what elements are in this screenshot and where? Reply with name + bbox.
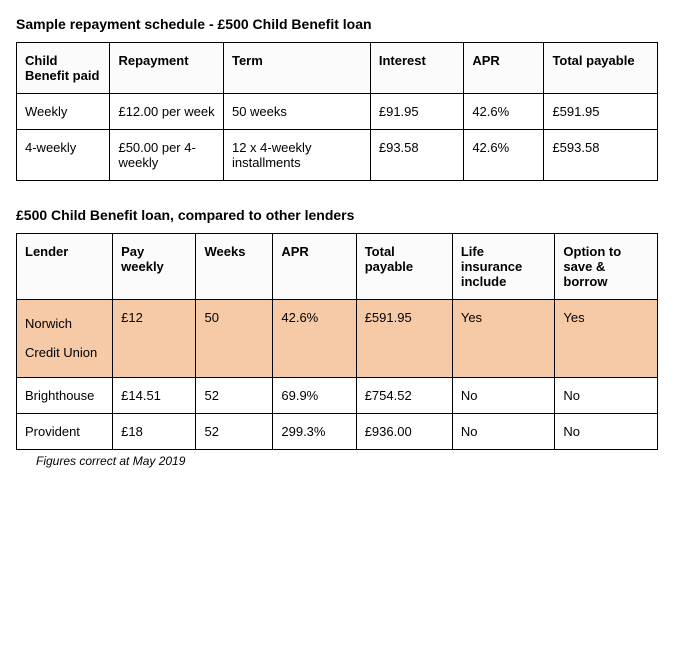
cell: 12 x 4-weekly installments [223,130,370,181]
col-header: APR [464,43,544,94]
cell: £12.00 per week [110,94,224,130]
cell: 42.6% [464,94,544,130]
table-row: Brighthouse £14.51 52 69.9% £754.52 No N… [17,378,658,414]
col-header: Interest [370,43,463,94]
col-header: Pay weekly [113,234,196,300]
repayment-schedule-table: Child Benefit paid Repayment Term Intere… [16,42,658,181]
col-header: APR [273,234,356,300]
col-header: Option to save & borrow [555,234,658,300]
col-header: Weeks [196,234,273,300]
cell: No [452,378,555,414]
col-header: Total payable [356,234,452,300]
cell: 50 weeks [223,94,370,130]
cell: Brighthouse [17,378,113,414]
cell: 52 [196,378,273,414]
cell: £593.58 [544,130,658,181]
cell: 299.3% [273,414,356,450]
col-header: Life insurance include [452,234,555,300]
cell: Yes [452,300,555,378]
cell: Norwich Credit Union [17,300,113,378]
cell: £50.00 per 4-weekly [110,130,224,181]
col-header: Total payable [544,43,658,94]
cell: £93.58 [370,130,463,181]
cell: £591.95 [356,300,452,378]
cell: Weekly [17,94,110,130]
cell: 42.6% [273,300,356,378]
cell: £754.52 [356,378,452,414]
cell: Yes [555,300,658,378]
cell: £18 [113,414,196,450]
table-row: Provident £18 52 299.3% £936.00 No No [17,414,658,450]
table-row-highlight: Norwich Credit Union £12 50 42.6% £591.9… [17,300,658,378]
cell: Provident [17,414,113,450]
col-header: Repayment [110,43,224,94]
table-row: Weekly £12.00 per week 50 weeks £91.95 4… [17,94,658,130]
table-header-row: Lender Pay weekly Weeks APR Total payabl… [17,234,658,300]
cell: £91.95 [370,94,463,130]
cell: No [555,378,658,414]
cell: 50 [196,300,273,378]
table-row: 4-weekly £50.00 per 4-weekly 12 x 4-week… [17,130,658,181]
table1-title: Sample repayment schedule - £500 Child B… [16,16,658,32]
col-header: Lender [17,234,113,300]
cell: £936.00 [356,414,452,450]
cell: 69.9% [273,378,356,414]
cell: No [555,414,658,450]
cell: 42.6% [464,130,544,181]
lender-comparison-table: Lender Pay weekly Weeks APR Total payabl… [16,233,658,450]
col-header: Child Benefit paid [17,43,110,94]
cell: £14.51 [113,378,196,414]
table2-title: £500 Child Benefit loan, compared to oth… [16,207,658,223]
cell: 52 [196,414,273,450]
cell: No [452,414,555,450]
table-header-row: Child Benefit paid Repayment Term Intere… [17,43,658,94]
col-header: Term [223,43,370,94]
cell: 4-weekly [17,130,110,181]
cell: £12 [113,300,196,378]
cell: £591.95 [544,94,658,130]
footnote: Figures correct at May 2019 [36,454,658,468]
